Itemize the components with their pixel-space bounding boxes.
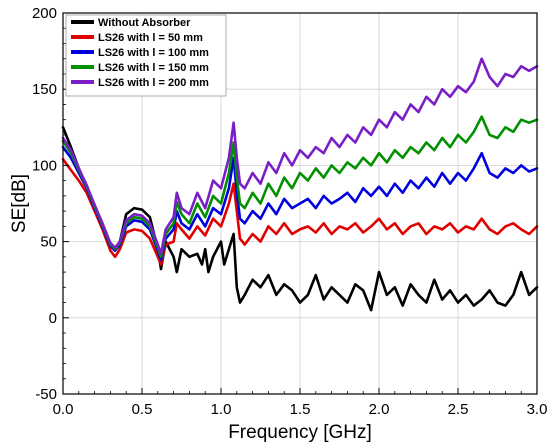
y-tick-label: 150 <box>32 81 57 98</box>
legend-label-1: LS26 with l = 50 mm <box>98 32 203 44</box>
y-tick-label: 0 <box>49 310 57 327</box>
series-line-1 <box>61 158 539 266</box>
legend-label-3: LS26 with l = 150 mm <box>98 62 209 74</box>
series-lines <box>61 57 539 312</box>
series-line-3 <box>61 115 539 259</box>
legend-label-2: LS26 with l = 100 mm <box>98 47 209 59</box>
x-tick-label: 3.0 <box>527 401 548 418</box>
x-tick-label: 2.5 <box>448 401 469 418</box>
y-tick-label: 200 <box>32 5 57 22</box>
x-tick-label: 1.0 <box>211 401 232 418</box>
series-line-2 <box>61 145 539 262</box>
y-tick-label: 100 <box>32 157 57 174</box>
series-line-4 <box>61 57 539 256</box>
legend-label-4: LS26 with l = 200 mm <box>98 77 209 89</box>
x-tick-label: 0.5 <box>132 401 153 418</box>
y-axis-title: SE[dB] <box>9 174 30 233</box>
legend-label-0: Without Absorber <box>98 17 191 29</box>
x-tick-label: 1.5 <box>290 401 311 418</box>
legend: Without Absorber LS26 with l = 50 mm LS26 … <box>65 14 227 97</box>
x-axis-title: Frequency [GHz] <box>228 422 372 443</box>
x-tick-label: 2.0 <box>369 401 390 418</box>
y-tick-label: 50 <box>40 234 57 251</box>
series-line-0 <box>61 126 539 312</box>
x-tick-label: 0.0 <box>53 401 74 418</box>
axis-ticks: 0.0 0.5 1.0 1.5 2.0 2.5 3.0 -50 0 50 100 150 200 <box>32 5 547 418</box>
y-tick-label: -50 <box>35 386 57 403</box>
